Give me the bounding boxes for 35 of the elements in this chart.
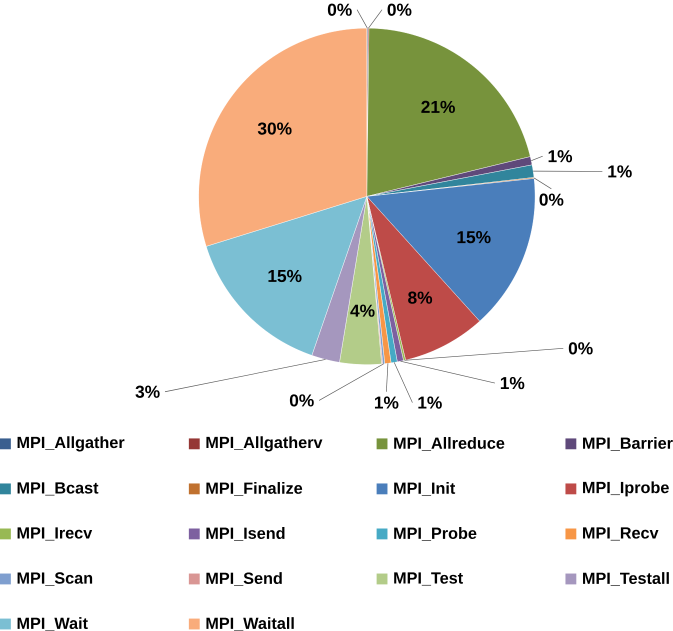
data-label: 0% <box>568 342 593 355</box>
data-label: 1% <box>500 377 524 390</box>
legend-label: MPI_Wait <box>18 617 88 631</box>
legend-label: MPI_Scan <box>18 572 92 586</box>
legend-label: MPI_Isend <box>206 527 284 541</box>
data-label: 1% <box>374 396 398 409</box>
legend-label: MPI_Irecv <box>18 527 92 541</box>
data-label: 3% <box>136 386 160 398</box>
data-label: 0% <box>540 194 564 206</box>
data-label: 1% <box>548 150 572 162</box>
legend-label: MPI_Recv <box>583 527 658 541</box>
legend-label: MPI_Testall <box>583 572 669 586</box>
legend-label: MPI_Allreduce <box>394 437 504 451</box>
data-label: 4% <box>350 304 375 317</box>
data-label: 0% <box>388 4 412 16</box>
legend-label: MPI_Bcast <box>18 482 98 496</box>
legend-label: MPI_Init <box>394 482 456 496</box>
data-label: 0% <box>328 4 352 16</box>
data-label: 30% <box>258 122 292 135</box>
data-label: 15% <box>458 231 491 244</box>
data-label: 1% <box>418 396 442 409</box>
legend-label: MPI_Send <box>206 572 282 586</box>
legend-label: MPI_Probe <box>394 527 476 541</box>
data-label: 1% <box>608 165 632 178</box>
legend-label: MPI_Allgatherv <box>206 436 322 452</box>
legend-label: MPI_Finalize <box>206 482 302 496</box>
data-label: 15% <box>268 270 302 282</box>
data-label: 21% <box>421 100 455 114</box>
legend-label: MPI_Allgather <box>18 436 124 452</box>
legend-label: MPI_Iprobe <box>583 481 669 496</box>
data-label: 8% <box>408 292 432 304</box>
data-label: 0% <box>290 394 314 407</box>
legend-label: MPI_Waitall <box>206 617 294 631</box>
legend-label: MPI_Test <box>394 572 463 586</box>
legend-label: MPI_Barrier <box>583 437 673 451</box>
